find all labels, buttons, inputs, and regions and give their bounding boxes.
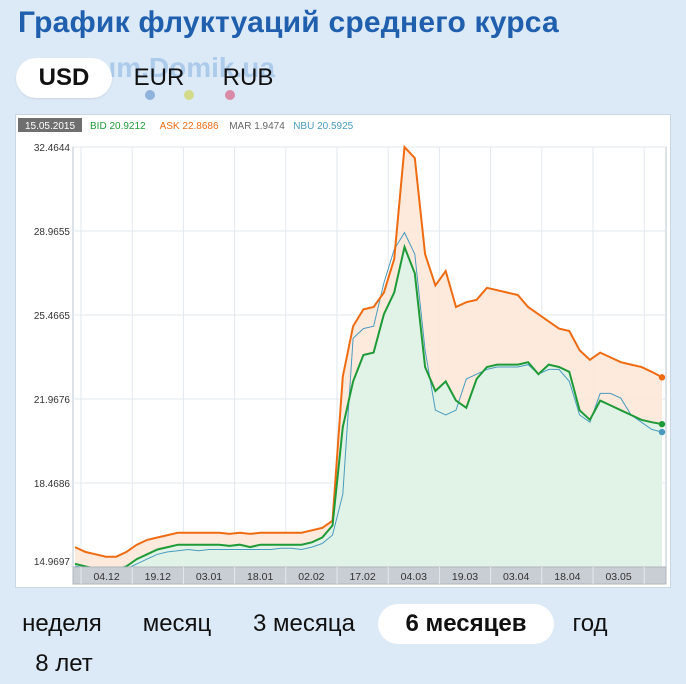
chart-lines — [74, 144, 666, 571]
tab-usd[interactable]: USD — [16, 58, 112, 98]
ask-area — [75, 147, 662, 570]
y-tick-label: 21.9676 — [34, 395, 71, 406]
y-tick-label: 14.9697 — [34, 557, 71, 568]
x-tick-label: 03.01 — [196, 571, 222, 583]
tab-3-months[interactable]: 3 месяца — [253, 610, 355, 637]
x-tick-label: 02.02 — [298, 571, 324, 583]
tab-6-months[interactable]: 6 месяцев — [378, 604, 554, 644]
tab-month[interactable]: месяц — [142, 610, 212, 637]
x-tick-label: 03.04 — [503, 571, 529, 583]
legend-bar — [16, 115, 670, 133]
x-tick-label: 04.12 — [93, 571, 119, 583]
x-tick-label: 19.12 — [145, 571, 171, 583]
legend-date: 15.05.2015 — [25, 121, 75, 132]
y-tick-label: 18.4686 — [34, 479, 71, 490]
nbu-endpoint — [658, 428, 666, 436]
x-tick-label: 18.04 — [554, 571, 580, 583]
eur-dot-icon — [145, 90, 155, 100]
rate-chart: 32.4644 28.9655 25.4665 21.9676 18.4686 14.96… — [15, 114, 671, 588]
mar-dot-icon — [184, 90, 194, 100]
y-axis: 32.4644 28.9655 25.4665 21.9676 18.4686 14.96… — [34, 143, 71, 568]
x-tick-label: 03.05 — [605, 571, 631, 583]
ask-line — [74, 144, 663, 558]
legend-ask: ASK 22.8686 — [160, 121, 219, 132]
tab-eur[interactable]: EUR — [133, 64, 185, 91]
legend-mar: MAR 1.9474 — [229, 121, 285, 132]
x-axis-band — [72, 566, 667, 585]
period-tabs: неделя месяц 3 месяца 6 месяцев год 8 ле… — [0, 600, 686, 684]
chart-svg: 32.4644 28.9655 25.4665 21.9676 18.4686 14.96… — [16, 115, 670, 585]
tab-week[interactable]: неделя — [22, 610, 102, 637]
x-axis: 04.12 19.12 03.01 18.01 02.02 17.02 04.03 19.03… — [72, 566, 667, 585]
tab-year[interactable]: год — [572, 610, 608, 637]
chart-legend: 15.05.2015 BID 20.9212 ASK 22.8686 MAR 1.94… — [16, 115, 670, 133]
tab-rub[interactable]: RUB — [222, 64, 274, 91]
bid-line — [74, 243, 663, 571]
legend-date-box — [18, 118, 82, 132]
ask-endpoint — [658, 374, 666, 381]
y-tick-label: 28.9655 — [34, 227, 71, 238]
page-title: График флуктуаций среднего курса — [18, 6, 559, 39]
bid-area — [75, 247, 662, 570]
y-tick-label: 32.4644 — [34, 143, 71, 154]
rub-dot-icon — [225, 90, 235, 100]
x-tick-label: 18.01 — [247, 571, 273, 583]
chart-areas — [75, 147, 662, 570]
nbu-line — [74, 231, 663, 571]
y-tick-label: 25.4665 — [34, 311, 71, 322]
tab-8-years[interactable]: 8 лет — [35, 650, 93, 677]
x-tick-label: 19.03 — [452, 571, 478, 583]
x-tick-label: 17.02 — [349, 571, 375, 583]
legend-bid: BID 20.9212 — [90, 121, 146, 132]
x-tick-label: 04.03 — [401, 571, 427, 583]
legend-nbu: NBU 20.5925 — [293, 121, 353, 132]
bid-endpoint — [658, 420, 666, 428]
